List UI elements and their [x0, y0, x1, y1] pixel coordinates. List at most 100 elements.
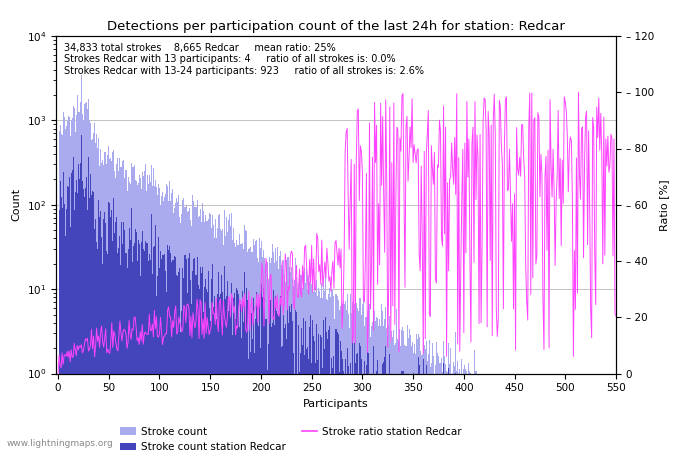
Bar [412, 373, 414, 450]
Bar [232, 240, 233, 450]
Bar [517, 374, 518, 450]
Bar [459, 374, 461, 450]
Bar [221, 231, 222, 450]
Bar [481, 374, 482, 450]
Bar [233, 298, 234, 450]
Bar [363, 374, 364, 450]
Bar [152, 274, 153, 450]
Bar [70, 136, 71, 450]
Bar [453, 374, 454, 450]
Bar [260, 248, 261, 450]
Bar [292, 278, 293, 450]
Bar [450, 348, 451, 450]
Bar [368, 314, 369, 450]
Bar [339, 310, 340, 450]
Bar [318, 334, 319, 450]
Bar [332, 290, 333, 450]
Bar [279, 314, 280, 450]
Bar [118, 171, 120, 450]
Bar [298, 325, 299, 450]
Bar [531, 374, 532, 450]
Bar [151, 214, 152, 450]
Bar [100, 148, 101, 450]
Title: Detections per participation count of the last 24h for station: Redcar: Detections per participation count of th… [107, 20, 565, 33]
Bar [136, 261, 138, 450]
Bar [178, 272, 179, 450]
Bar [330, 374, 331, 450]
Bar [230, 225, 231, 450]
Bar [297, 374, 298, 450]
Bar [240, 243, 241, 450]
Bar [202, 211, 204, 450]
Bar [227, 282, 228, 450]
Bar [206, 292, 208, 450]
Bar [295, 310, 296, 450]
Bar [412, 353, 414, 450]
Bar [457, 374, 458, 450]
Bar [87, 210, 88, 450]
Bar [389, 316, 391, 450]
Bar [518, 374, 519, 450]
Bar [147, 243, 148, 450]
Bar [561, 374, 563, 450]
Bar [373, 309, 374, 450]
Bar [554, 374, 556, 450]
Y-axis label: Ratio [%]: Ratio [%] [659, 179, 669, 230]
Bar [313, 336, 314, 450]
Bar [517, 374, 518, 450]
Bar [366, 364, 367, 450]
Bar [554, 374, 556, 450]
Bar [169, 246, 170, 450]
Bar [603, 374, 604, 450]
Bar [182, 267, 183, 450]
Bar [337, 334, 339, 450]
Bar [595, 374, 596, 450]
Bar [578, 374, 579, 450]
Bar [549, 374, 550, 450]
Bar [304, 268, 305, 450]
Bar [100, 211, 101, 450]
Bar [498, 374, 499, 450]
Bar [178, 195, 179, 450]
Bar [150, 261, 151, 450]
Bar [368, 353, 369, 450]
Bar [468, 374, 470, 450]
Bar [104, 152, 105, 450]
Bar [261, 284, 262, 450]
Bar [458, 374, 459, 450]
Bar [565, 374, 566, 450]
Bar [75, 192, 76, 450]
Bar [612, 374, 613, 450]
Bar [480, 374, 481, 450]
Bar [199, 267, 201, 450]
Bar [418, 357, 419, 450]
Bar [229, 301, 230, 450]
Bar [547, 374, 549, 450]
Bar [279, 256, 280, 450]
Bar [523, 374, 524, 450]
Bar [432, 374, 433, 450]
Bar [594, 374, 595, 450]
Bar [123, 222, 125, 450]
Bar [215, 219, 216, 450]
Bar [308, 359, 309, 450]
Bar [286, 339, 287, 450]
Bar [107, 254, 108, 450]
Bar [578, 374, 579, 450]
Bar [515, 374, 516, 450]
Bar [184, 207, 186, 450]
Bar [341, 301, 342, 450]
Bar [403, 331, 405, 450]
Bar [559, 374, 560, 450]
Bar [232, 334, 233, 450]
Bar [383, 362, 384, 450]
Bar [475, 374, 477, 450]
Bar [289, 306, 290, 450]
Bar [239, 327, 240, 450]
Bar [495, 374, 496, 450]
Bar [302, 288, 303, 450]
Bar [496, 374, 497, 450]
Bar [585, 374, 586, 450]
Bar [258, 326, 260, 450]
Bar [68, 187, 69, 450]
